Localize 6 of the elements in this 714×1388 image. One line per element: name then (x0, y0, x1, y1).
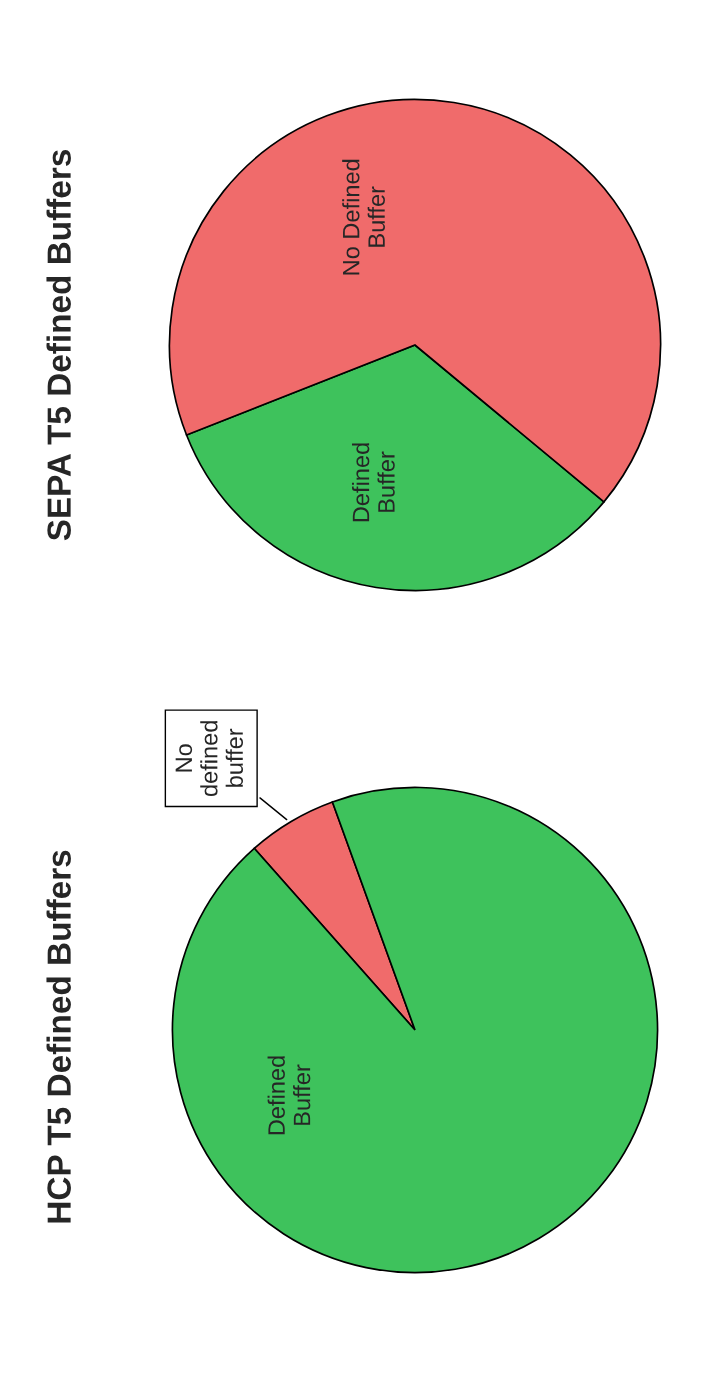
slice-label: No defined buffer (175, 721, 244, 797)
text: HCP T5 Defined Buffers (46, 850, 71, 1223)
slice-label: Defined Buffer (267, 1056, 311, 1135)
slice-label: Defined Buffer (351, 443, 395, 522)
slice-label: No Defined Buffer (342, 159, 385, 275)
text: SEPA T5 Defined Buffers (46, 150, 71, 541)
